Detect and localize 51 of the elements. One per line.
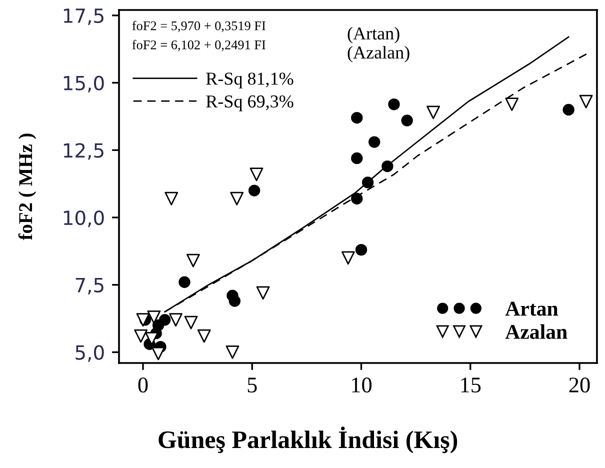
point [136, 313, 150, 327]
point [226, 345, 240, 359]
x-tick-label: 20 [569, 378, 590, 393]
point [362, 176, 374, 188]
point [355, 244, 368, 256]
legend-label: Artan [505, 302, 558, 316]
point [341, 251, 355, 265]
point [382, 160, 394, 172]
y-tick-label: 10,0 [64, 210, 104, 228]
point [178, 276, 190, 288]
point [134, 329, 148, 343]
x-tick-label: 15 [461, 378, 481, 393]
y-tick-label: 15,0 [64, 76, 104, 92]
point [230, 192, 244, 206]
point [197, 329, 211, 343]
legend-label: Azalan [505, 324, 568, 339]
point [169, 313, 182, 327]
point [186, 254, 200, 268]
annotation: (Artan) [348, 26, 400, 44]
point [351, 152, 363, 164]
y-tick-label: 5,0 [76, 345, 104, 362]
point [250, 168, 264, 182]
point [351, 112, 363, 124]
point [401, 114, 413, 126]
y-axis-title: foF2 ( MHz ) [18, 134, 36, 240]
point [256, 286, 270, 300]
point [426, 106, 440, 120]
point [562, 104, 574, 116]
y-tick-label: 17,5 [64, 8, 104, 26]
point [579, 94, 593, 108]
annotation: foF2 = 6,102 + 0,2491 FI [132, 40, 266, 52]
point [147, 310, 161, 324]
point [388, 98, 400, 110]
x-tick-label: 10 [352, 378, 372, 393]
legend-label: R-Sq 81,1% [206, 72, 294, 88]
point [351, 192, 363, 204]
point [368, 136, 380, 148]
point [248, 184, 260, 196]
x-tick-label: 5 [248, 378, 257, 393]
point [164, 192, 178, 206]
point [152, 346, 165, 360]
point [505, 98, 519, 112]
x-tick-label: 0 [138, 378, 148, 393]
legend-label: R-Sq 69,3% [206, 95, 294, 112]
point [184, 316, 198, 330]
x-axis-title: Güneş Parlaklık İndisi (Kış) [158, 426, 458, 454]
annotation: foF2 = 5,970 + 0,3519 FI [132, 20, 266, 32]
y-tick-label: 12,5 [64, 143, 104, 160]
annotation: (Azalan) [348, 46, 410, 62]
y-tick-label: 7,5 [76, 278, 104, 294]
point [228, 295, 241, 307]
